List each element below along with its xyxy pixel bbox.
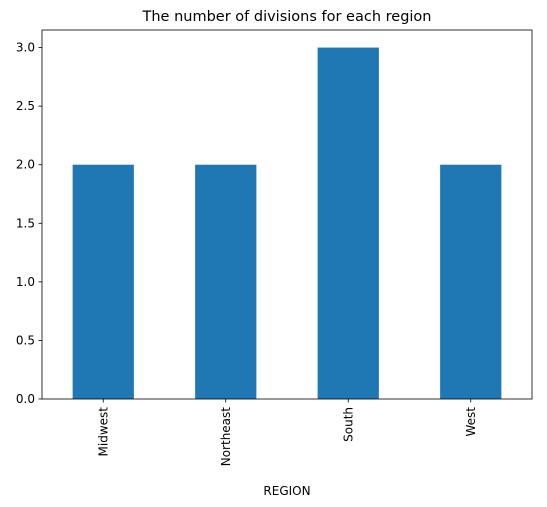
x-tick-label-south: South <box>341 407 355 442</box>
bars-group <box>72 47 502 399</box>
y-tick-label: 2.0 <box>16 158 35 172</box>
x-axis: Midwest Northeast South West <box>96 399 478 466</box>
y-tick-label: 3.0 <box>16 41 35 55</box>
bar-midwest <box>72 164 134 399</box>
x-tick-label-west: West <box>464 407 478 437</box>
y-tick-label: 2.5 <box>16 99 35 113</box>
bar-northeast <box>195 164 257 399</box>
y-axis: 0.0 0.5 1.0 1.5 2.0 2.5 3.0 <box>16 41 42 406</box>
y-tick-label: 1.0 <box>16 275 35 289</box>
y-tick-label: 0.0 <box>16 392 35 406</box>
bar-west <box>440 164 502 399</box>
y-tick-label: 1.5 <box>16 216 35 230</box>
x-tick-label-midwest: Midwest <box>96 407 110 457</box>
bar-south <box>317 47 379 399</box>
x-tick-label-northeast: Northeast <box>219 407 233 467</box>
y-tick-label: 0.5 <box>16 333 35 347</box>
chart-title: The number of divisions for each region <box>142 9 432 25</box>
x-axis-label: REGION <box>263 484 310 498</box>
plot-frame <box>41 29 533 400</box>
